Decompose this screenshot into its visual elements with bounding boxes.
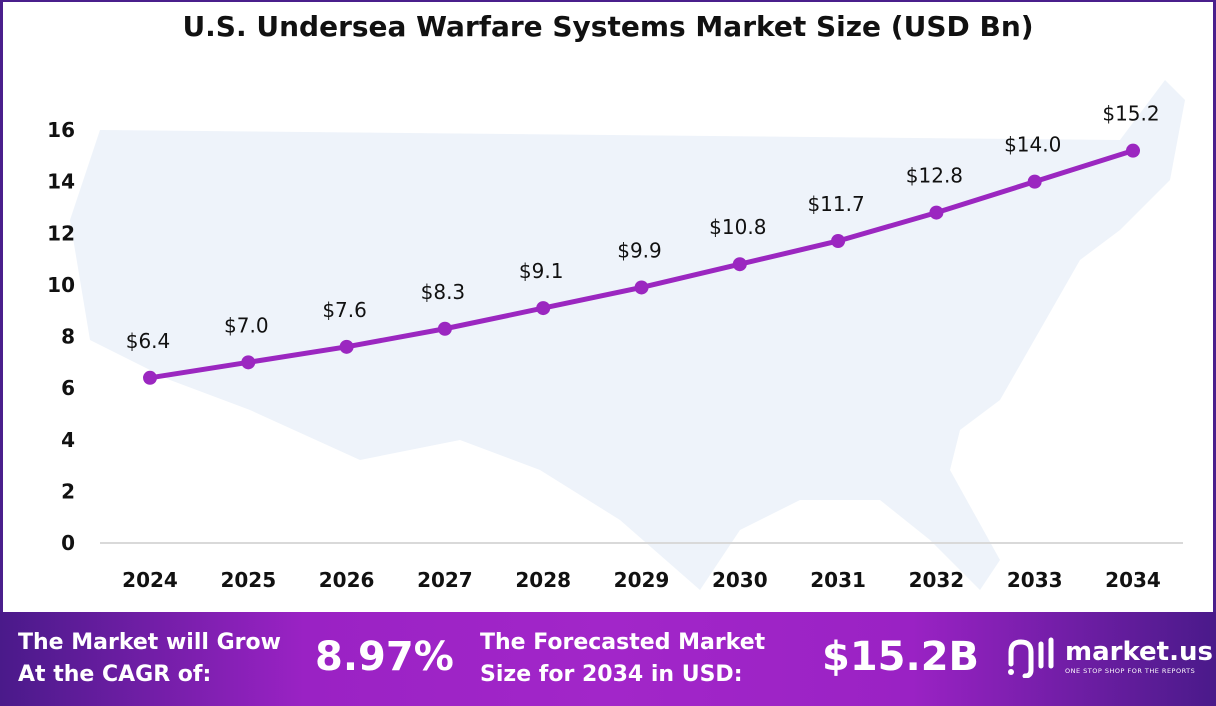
- data-label: $12.8: [906, 164, 963, 188]
- data-label: $9.9: [617, 238, 662, 262]
- x-tick-label: 2024: [122, 568, 178, 592]
- y-tick-label: 0: [61, 531, 75, 555]
- data-label: $7.0: [224, 313, 269, 337]
- us-map-background: [70, 80, 1185, 590]
- data-point: [241, 355, 256, 370]
- data-point: [1027, 174, 1042, 189]
- forecast-label-line-1: The Forecasted Market: [480, 630, 766, 655]
- data-label: $9.1: [519, 259, 564, 283]
- data-point: [437, 321, 452, 336]
- x-tick-label: 2025: [220, 568, 276, 592]
- x-tick-label: 2028: [515, 568, 571, 592]
- data-label: $11.7: [807, 192, 864, 216]
- y-tick-label: 6: [61, 376, 75, 400]
- x-tick-label: 2030: [712, 568, 768, 592]
- y-tick-label: 10: [47, 273, 75, 297]
- y-tick-label: 2: [61, 479, 75, 503]
- data-point: [339, 339, 354, 354]
- x-tick-label: 2031: [810, 568, 866, 592]
- logo-tagline: ONE STOP SHOP FOR THE REPORTS: [1065, 667, 1196, 675]
- data-label: $6.4: [126, 329, 171, 353]
- data-point: [143, 370, 157, 385]
- data-label: $7.6: [322, 298, 367, 322]
- cagr-label-line-1: The Market will Grow: [18, 630, 281, 655]
- data-label: $8.3: [421, 280, 466, 304]
- y-tick-label: 16: [47, 118, 75, 142]
- x-tick-label: 2032: [909, 568, 965, 592]
- data-point: [929, 205, 944, 220]
- market-us-logo-icon: [1008, 637, 1054, 678]
- y-tick-label: 12: [47, 221, 75, 245]
- cagr-label: The Market will Grow At the CAGR of:: [18, 627, 281, 691]
- data-point: [1126, 143, 1140, 158]
- summary-banner: The Market will Grow At the CAGR of: 8.9…: [0, 612, 1216, 706]
- x-tick-label: 2034: [1105, 568, 1161, 592]
- chart-title: U.S. Undersea Warfare Systems Market Siz…: [182, 10, 1034, 43]
- forecast-label: The Forecasted Market Size for 2034 in U…: [480, 627, 765, 691]
- y-tick-label: 4: [61, 428, 75, 452]
- data-label: $10.8: [709, 215, 766, 239]
- data-label: $14.0: [1004, 133, 1061, 157]
- y-tick-label: 8: [61, 325, 75, 349]
- forecast-value: $15.2B: [822, 634, 980, 680]
- y-tick-label: 14: [47, 170, 75, 194]
- cagr-value: 8.97%: [315, 634, 454, 680]
- logo-name: market.us: [1065, 637, 1213, 667]
- data-point: [732, 257, 747, 272]
- x-tick-label: 2026: [319, 568, 375, 592]
- data-point: [634, 280, 649, 295]
- forecast-label-line-2: Size for 2034 in USD:: [480, 662, 743, 687]
- chart-frame: [0, 0, 1216, 612]
- line-chart: 0 2 4 6 8 10 12 14 16 2024 2025 2026 2027 2028 2029 203…: [47, 80, 1185, 592]
- x-tick-label: 2027: [417, 568, 473, 592]
- data-point: [536, 301, 551, 316]
- x-tick-label: 2033: [1007, 568, 1063, 592]
- data-label: $15.2: [1102, 102, 1159, 126]
- cagr-label-line-2: At the CAGR of:: [18, 662, 212, 687]
- x-tick-label: 2029: [614, 568, 670, 592]
- market-us-logo: market.us ONE STOP SHOP FOR THE REPORTS: [1005, 634, 1213, 678]
- data-point: [831, 233, 846, 248]
